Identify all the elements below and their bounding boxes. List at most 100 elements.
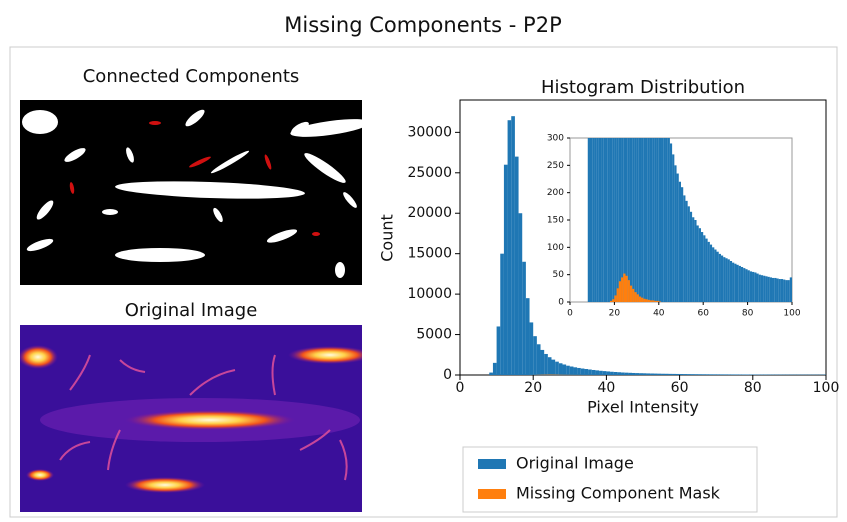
inset-bar — [621, 277, 623, 302]
inset-bar — [790, 277, 792, 302]
bar — [687, 374, 691, 375]
inset-bar — [717, 252, 719, 302]
bar — [489, 373, 493, 375]
y-tick-label: 0 — [558, 298, 564, 308]
inset-bar — [765, 276, 767, 302]
inset-bar — [694, 220, 696, 302]
inset-bar — [779, 279, 781, 302]
inset-bar — [617, 288, 619, 302]
inset-bar — [768, 277, 770, 302]
bar — [573, 367, 577, 375]
inset-bar — [648, 300, 650, 302]
x-tick-label: 40 — [597, 380, 615, 396]
bar — [742, 374, 746, 375]
bar — [621, 372, 625, 375]
inset-bar — [721, 256, 723, 302]
inset-bar — [632, 289, 634, 302]
bar — [548, 357, 552, 375]
bar — [552, 360, 556, 375]
y-tick-label: 100 — [547, 243, 564, 253]
bar — [559, 363, 563, 375]
inset-bar — [630, 286, 632, 302]
x-tick-label: 60 — [697, 309, 709, 319]
legend-label: Missing Component Mask — [516, 484, 721, 503]
inset-bar — [783, 280, 785, 302]
y-tick-label: 10000 — [407, 286, 452, 302]
y-tick-label: 25000 — [407, 165, 452, 181]
bar — [661, 374, 665, 375]
bar — [606, 371, 610, 375]
bar — [683, 374, 687, 375]
y-tick-label: 0 — [443, 367, 452, 383]
bar — [632, 373, 636, 375]
bar — [716, 374, 720, 375]
inset-bar — [643, 299, 645, 302]
bar — [610, 372, 614, 375]
bar — [731, 374, 735, 375]
bar — [669, 374, 673, 375]
bar — [676, 374, 680, 375]
bar — [745, 374, 749, 375]
bar — [588, 370, 592, 376]
bar — [508, 120, 512, 375]
bar — [544, 354, 548, 375]
inset-bar — [772, 278, 774, 302]
bar — [617, 372, 621, 375]
bar — [724, 374, 728, 375]
inset-bar — [668, 133, 670, 302]
bar — [647, 373, 651, 375]
inset-bar — [752, 272, 754, 302]
bar — [738, 374, 742, 375]
page-title: Missing Components - P2P — [284, 13, 561, 37]
inset-bar — [725, 258, 727, 302]
bar — [691, 374, 695, 375]
inset-bar — [652, 300, 654, 302]
bar — [709, 374, 713, 375]
inset-bar — [612, 299, 614, 302]
inset-bar — [683, 195, 685, 302]
bar — [566, 366, 570, 375]
bar — [654, 374, 658, 375]
bar — [603, 371, 607, 375]
inset-bar — [743, 268, 745, 302]
chart-title: Histogram Distribution — [541, 77, 745, 98]
inset-bar — [750, 271, 752, 302]
y-tick-label: 150 — [547, 216, 564, 226]
inset-bar — [659, 301, 661, 302]
inset-bar — [719, 254, 721, 302]
inset-bar — [741, 267, 743, 302]
bar — [702, 374, 706, 375]
panel-title: Connected Components — [83, 66, 300, 87]
legend-label: Original Image — [516, 454, 634, 473]
x-tick-label: 0 — [567, 309, 573, 319]
inset-bar — [619, 281, 621, 302]
inset-bar — [665, 116, 667, 302]
components-image — [20, 100, 371, 285]
inset-bar — [692, 217, 694, 302]
y-tick-label: 20000 — [407, 205, 452, 221]
inset-bar — [708, 242, 710, 302]
inset-bar — [712, 247, 714, 302]
bar — [639, 373, 643, 375]
inset-bar — [677, 174, 679, 302]
inset-bar — [734, 264, 736, 302]
inset-bar — [785, 280, 787, 302]
bar — [658, 374, 662, 375]
x-tick-label: 100 — [813, 380, 840, 396]
inset-bar — [639, 297, 641, 302]
bar — [698, 374, 702, 375]
legend-swatch — [478, 489, 506, 499]
inset-bar — [705, 239, 707, 302]
bar — [584, 369, 588, 375]
inset-bar — [674, 165, 676, 302]
inset-bar — [690, 212, 692, 302]
bar — [522, 262, 526, 375]
inset-bar — [679, 182, 681, 302]
x-tick-label: 20 — [609, 309, 621, 319]
inset-bar — [739, 266, 741, 302]
bar — [581, 369, 585, 375]
y-tick-label: 200 — [547, 188, 564, 198]
inset-bar — [776, 278, 778, 302]
bar — [636, 373, 640, 375]
y-tick-label: 5000 — [416, 327, 452, 343]
